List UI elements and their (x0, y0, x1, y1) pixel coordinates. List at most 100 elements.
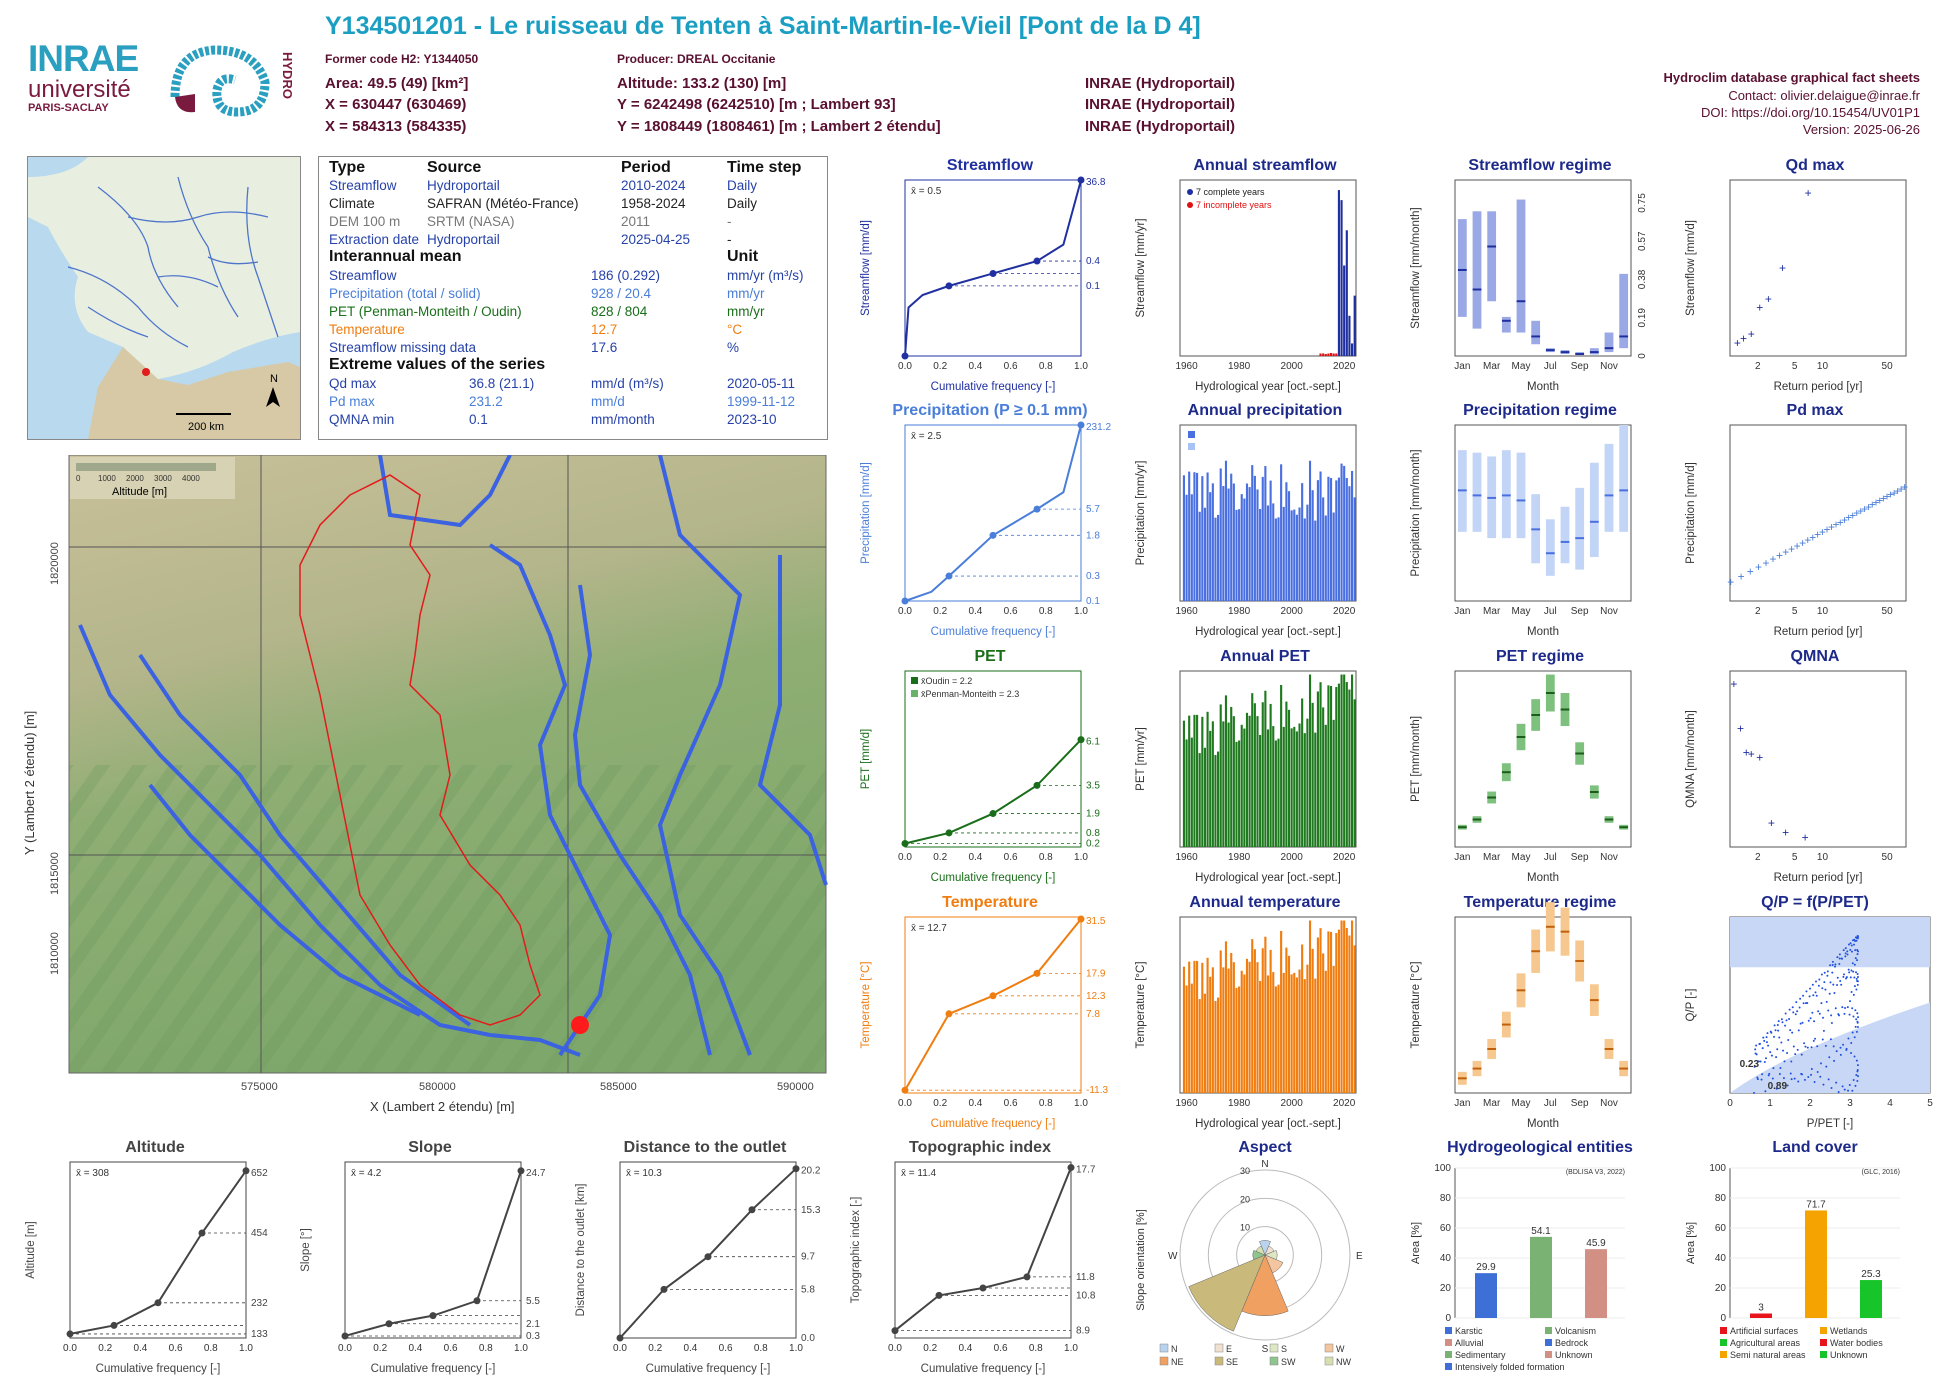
x-tick: 1960 (1175, 852, 1198, 863)
chart-hydrogeo: Hydrogeological entities 0 20 40 60 80 100 Area… (1410, 1140, 1633, 1372)
plot-frame (69, 1161, 247, 1339)
x-tick: 0.0 (63, 1343, 77, 1354)
qp-point (1825, 1065, 1828, 1068)
annual-bar (1345, 928, 1348, 1093)
x-tick: 2020 (1333, 1098, 1356, 1109)
frequency-point: + (1891, 486, 1898, 500)
annual-bar (1324, 724, 1327, 847)
annual-bar (1306, 964, 1309, 1093)
mean-label: x̄ = 2.5 (911, 431, 942, 442)
qp-point (1854, 1009, 1857, 1012)
frequency-point: + (1804, 533, 1811, 547)
qp-point (1846, 1006, 1849, 1009)
qp-point (1823, 981, 1826, 984)
x-tick: 1 (1767, 1098, 1773, 1109)
annual-bar (1306, 504, 1309, 601)
plot-frame (1729, 670, 1907, 848)
right-tick: 11.8 (1076, 1272, 1095, 1283)
x-tick: 0.4 (968, 1098, 982, 1109)
qp-point (1835, 1050, 1838, 1053)
qp-point (1853, 938, 1856, 941)
x-tick: 0.2 (98, 1343, 112, 1354)
legend-tick: 1000 (98, 474, 116, 483)
qp-point (1847, 1037, 1850, 1040)
legend-swatch (1269, 1356, 1279, 1366)
qp-point (1817, 984, 1820, 987)
annual-bar (1211, 967, 1214, 1093)
qp-point (1847, 1089, 1850, 1092)
th-source: Source (427, 159, 482, 176)
legend-label: Alluvial (1455, 1338, 1484, 1348)
annual-bar (1322, 953, 1325, 1093)
overview-map[interactable]: 200 km N (27, 156, 301, 440)
chart-temp_regime: Temperature regime Month Temperature [°C] J… (1410, 895, 1632, 1130)
qp-point (1795, 1001, 1798, 1004)
annual-bar (1295, 731, 1298, 847)
qp-point (1829, 1038, 1832, 1041)
frequency-point: + (1824, 523, 1831, 537)
doi-link[interactable]: DOI: https://doi.org/10.15454/UV01P1 (1701, 105, 1920, 120)
qp-point (1786, 1052, 1789, 1055)
qp-point (1771, 1077, 1774, 1080)
annual-bar (1193, 714, 1196, 847)
annual-bar (1308, 460, 1312, 601)
legend-swatch (1445, 1327, 1452, 1334)
annual-bar (1196, 714, 1199, 847)
x-tick: 50 (1882, 852, 1894, 863)
x-tick: 0.6 (1004, 361, 1018, 372)
plot-frame (894, 1161, 1072, 1339)
annual-bar (1274, 986, 1277, 1093)
x-tick: Mar (1483, 361, 1501, 372)
chart-qd_max: Qd max Return period [yr] Streamflow [mm/d… (1685, 158, 1907, 393)
annual-bar (1224, 695, 1228, 847)
qp-point (1827, 1078, 1830, 1081)
qp-point (1770, 1031, 1773, 1034)
annual-bar (1203, 993, 1207, 1093)
x-tick: 0.6 (1004, 606, 1018, 617)
y-tick: 100 (1709, 1163, 1726, 1174)
annual-bar (1285, 482, 1288, 601)
frequency-point: + (1861, 502, 1868, 516)
x-tick: 0.2 (648, 1343, 662, 1354)
cdf-point (473, 1297, 481, 1305)
plot-frame (1454, 424, 1632, 602)
info-cell: SAFRAN (Météo-France) (427, 196, 579, 211)
annual-bar (1185, 494, 1188, 601)
extreme-value: 36.8 (21.1) (469, 376, 535, 391)
annual-bar (1311, 948, 1314, 1093)
legend-label: Volcanism (1555, 1326, 1596, 1336)
y-tick: 40 (1715, 1253, 1727, 1264)
chart-annual_precipitation: Annual precipitation Hydrological year [o… (1135, 403, 1357, 638)
qp-point (1767, 1074, 1770, 1077)
budyko-zone (1730, 1002, 1930, 1093)
extreme-label: Qd max (329, 376, 377, 391)
annual-bar (1282, 726, 1285, 847)
x-tick: Jul (1544, 361, 1557, 372)
chart-title: Slope (408, 1140, 452, 1156)
qp-point (1856, 950, 1859, 953)
catchment-map[interactable]: 0 1000 2000 3000 4000 Altitude [m] 57500… (20, 455, 840, 1115)
qp-point (1760, 1078, 1763, 1081)
regime-box (1619, 273, 1629, 349)
qp-point (1856, 953, 1859, 956)
info-cell: Daily (727, 178, 758, 193)
regime-box (1516, 452, 1526, 539)
legend-label: Water bodies (1830, 1338, 1883, 1348)
annual-bar (1274, 740, 1277, 847)
db-title: Hydroclim database graphical fact sheets (1663, 70, 1920, 85)
plot-frame (904, 179, 1082, 357)
legend-swatch (911, 677, 918, 684)
x-axis-label: Hydrological year [oct.-sept.] (1195, 872, 1341, 884)
right-tick: 133 (251, 1329, 268, 1340)
qp-point (1759, 1060, 1762, 1063)
catchment-boundary (299, 474, 541, 1026)
x-tick: May (1512, 852, 1531, 863)
annual-bar (1235, 987, 1238, 1093)
regime-box (1560, 506, 1570, 564)
contact: Contact: olivier.delaigue@inrae.fr (1728, 88, 1920, 103)
annual-bar (1337, 929, 1340, 1093)
annual-bar (1332, 965, 1335, 1093)
y-axis-label: Streamflow [mm/yr] (1135, 218, 1147, 317)
qp-point (1854, 1025, 1857, 1028)
annual-bar (1303, 979, 1306, 1093)
